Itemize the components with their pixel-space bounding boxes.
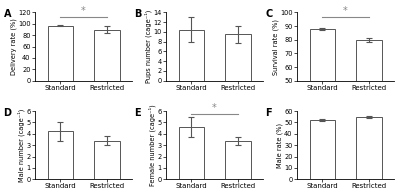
Y-axis label: Delivery rate (%): Delivery rate (%) bbox=[10, 18, 16, 75]
Y-axis label: Female number (cage⁻¹): Female number (cage⁻¹) bbox=[148, 104, 156, 186]
Bar bbox=[94, 30, 120, 81]
Text: E: E bbox=[134, 108, 141, 118]
Y-axis label: Survival rate (%): Survival rate (%) bbox=[272, 19, 278, 75]
Y-axis label: Pups number (cage⁻¹): Pups number (cage⁻¹) bbox=[144, 10, 152, 83]
Bar bbox=[48, 131, 73, 179]
Bar bbox=[48, 26, 73, 81]
Text: D: D bbox=[4, 108, 12, 118]
Bar bbox=[356, 117, 382, 179]
Text: *: * bbox=[81, 6, 86, 16]
Bar bbox=[356, 40, 382, 149]
Text: *: * bbox=[212, 103, 217, 113]
Bar bbox=[310, 29, 335, 149]
Y-axis label: Male rate (%): Male rate (%) bbox=[276, 123, 283, 168]
Text: F: F bbox=[266, 108, 272, 118]
Bar bbox=[94, 141, 120, 179]
Bar bbox=[310, 120, 335, 179]
Text: C: C bbox=[266, 9, 273, 19]
Text: A: A bbox=[4, 9, 11, 19]
Y-axis label: Male number (cage⁻¹): Male number (cage⁻¹) bbox=[18, 108, 25, 182]
Bar bbox=[178, 30, 204, 81]
Text: *: * bbox=[343, 5, 348, 16]
Bar bbox=[178, 127, 204, 179]
Text: B: B bbox=[134, 9, 142, 19]
Bar bbox=[225, 35, 251, 81]
Bar bbox=[225, 141, 251, 179]
